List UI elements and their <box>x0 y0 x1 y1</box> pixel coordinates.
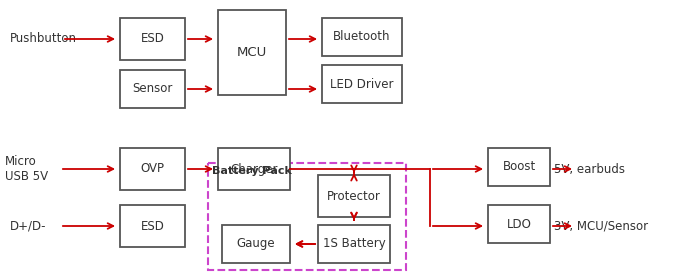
Bar <box>488 205 550 243</box>
Text: 3V, MCU/Sensor: 3V, MCU/Sensor <box>554 220 648 233</box>
Bar <box>222 225 290 263</box>
Text: 5V, earbuds: 5V, earbuds <box>554 162 625 175</box>
Text: LDO: LDO <box>506 218 531 230</box>
Bar <box>322 18 402 56</box>
Bar <box>120 70 185 108</box>
Text: Gauge: Gauge <box>237 237 275 251</box>
Text: Pushbutton: Pushbutton <box>10 32 77 45</box>
Text: MCU: MCU <box>237 46 267 59</box>
Text: ESD: ESD <box>140 32 165 45</box>
Text: Micro
USB 5V: Micro USB 5V <box>5 155 48 183</box>
Text: 1S Battery: 1S Battery <box>323 237 385 251</box>
Bar <box>218 10 286 95</box>
Text: Charger: Charger <box>230 162 277 175</box>
Bar <box>318 225 390 263</box>
Text: Battery Pack: Battery Pack <box>212 166 292 176</box>
Bar <box>322 65 402 103</box>
Bar <box>218 148 290 190</box>
Bar <box>120 148 185 190</box>
Text: Bluetooth: Bluetooth <box>333 30 391 44</box>
Bar <box>120 18 185 60</box>
Text: D+/D-: D+/D- <box>10 220 47 233</box>
Text: Protector: Protector <box>327 190 381 202</box>
Bar <box>488 148 550 186</box>
Text: Boost: Boost <box>502 160 536 174</box>
Bar <box>120 205 185 247</box>
Bar <box>208 163 406 270</box>
Text: LED Driver: LED Driver <box>330 78 394 91</box>
Text: Sensor: Sensor <box>132 82 173 95</box>
Bar <box>318 175 390 217</box>
Text: ESD: ESD <box>140 220 165 233</box>
Text: OVP: OVP <box>140 162 165 175</box>
